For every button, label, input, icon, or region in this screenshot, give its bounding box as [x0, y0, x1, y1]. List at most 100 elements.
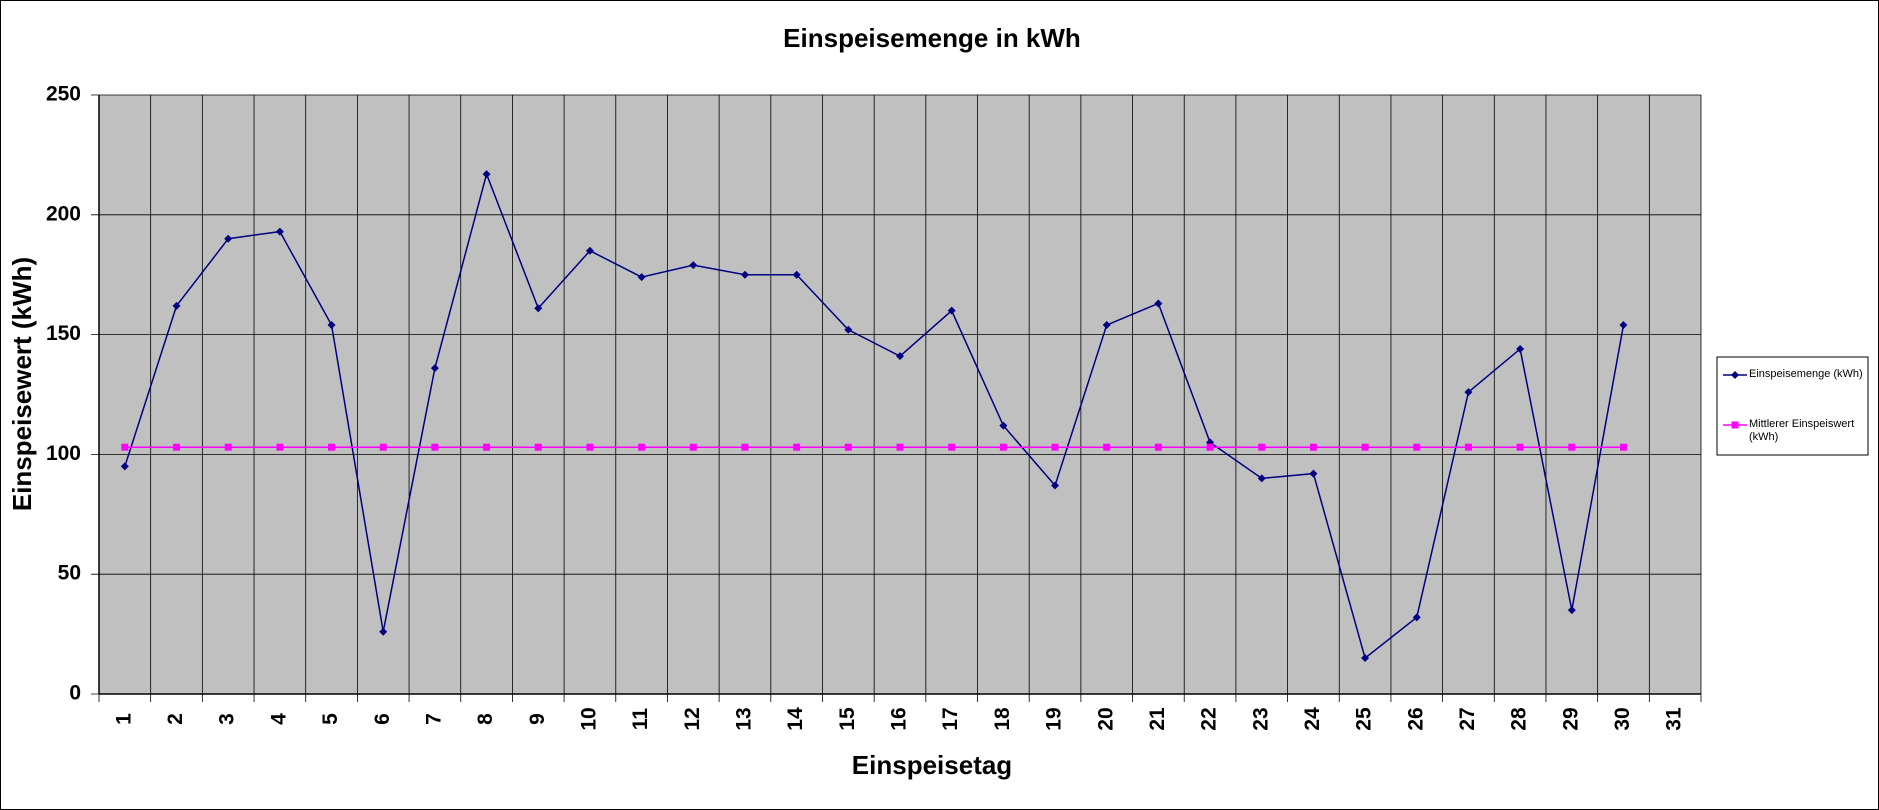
point: [741, 443, 749, 451]
point: [483, 443, 491, 451]
x-tick-label: 14: [784, 707, 807, 731]
point: [1103, 443, 1111, 451]
point: [224, 234, 233, 243]
point: [1361, 654, 1370, 663]
x-axis-label: Einspeisetag: [852, 750, 1012, 780]
point: [585, 246, 594, 255]
plot-area: [99, 95, 1701, 694]
point: [1051, 443, 1059, 451]
x-tick-label: 11: [629, 708, 652, 731]
point: [172, 301, 181, 310]
x-tick-label: 26: [1404, 707, 1427, 730]
x-tick-label: 28: [1508, 707, 1531, 731]
point: [638, 443, 646, 451]
x-tick-label: 17: [939, 707, 962, 730]
x-tick-label: 29: [1559, 707, 1582, 730]
point: [379, 443, 387, 451]
legend-label: Mittlerer Einspeiswert (kWh): [1749, 418, 1855, 443]
x-tick-label: 31: [1663, 707, 1686, 731]
point: [1567, 606, 1576, 615]
x-tick-label: 12: [681, 707, 704, 730]
point: [637, 273, 646, 282]
point: [1309, 443, 1317, 451]
x-tick-label: 2: [164, 713, 187, 725]
point: [327, 321, 336, 330]
y-tick-label: 150: [46, 322, 81, 345]
x-tick-label: 7: [422, 713, 445, 725]
x-tick-label: 10: [577, 707, 600, 730]
point: [844, 443, 852, 451]
point: [1309, 469, 1318, 478]
point: [1619, 321, 1628, 330]
point: [276, 443, 284, 451]
legend-label: Einspeisemenge (kWh): [1749, 368, 1863, 380]
y-tick-label: 50: [58, 562, 81, 585]
legend-box: [1716, 356, 1869, 456]
point: [482, 170, 491, 179]
point: [896, 352, 904, 361]
x-tick-label: 1: [112, 713, 135, 725]
point: [740, 270, 749, 279]
point: [1464, 388, 1473, 397]
legend-entry: Einspeisemenge (kWh): [1749, 368, 1863, 380]
y-axis-label: Einspeisewert (kWh): [7, 257, 37, 511]
point: [173, 443, 181, 451]
legend-marker: [1731, 371, 1739, 379]
x-tick-label: 16: [888, 707, 911, 730]
x-tick-label: 5: [319, 713, 342, 725]
point: [379, 627, 388, 636]
x-tick-label: 4: [267, 713, 290, 725]
x-tick-label: 18: [991, 707, 1014, 731]
x-tick-label: 30: [1611, 707, 1634, 730]
point: [947, 306, 956, 315]
point: [1516, 344, 1525, 353]
x-tick-label: 27: [1456, 707, 1479, 730]
point: [1258, 443, 1266, 451]
x-tick-label: 25: [1353, 707, 1376, 731]
y-tick-label: 250: [46, 83, 81, 106]
point: [328, 443, 336, 451]
point: [1516, 443, 1524, 451]
point: [1361, 443, 1369, 451]
point: [224, 443, 232, 451]
legend-marker: [1731, 421, 1739, 429]
x-tick-label: 23: [1249, 707, 1272, 730]
point: [431, 443, 439, 451]
point: [1464, 443, 1472, 451]
point: [689, 443, 697, 451]
y-tick-label: 100: [46, 442, 81, 465]
x-tick-label: 20: [1094, 707, 1117, 730]
point: [121, 443, 129, 451]
point: [1154, 299, 1163, 308]
y-tick-label: 200: [46, 202, 81, 225]
x-tick-label: 19: [1043, 707, 1066, 730]
point: [844, 325, 853, 334]
x-tick-label: 3: [216, 713, 239, 725]
point: [948, 443, 956, 451]
point: [1413, 443, 1421, 451]
point: [120, 462, 129, 471]
point: [792, 270, 801, 279]
x-tick-label: 22: [1198, 707, 1221, 730]
point: [1257, 474, 1266, 483]
point: [1412, 613, 1421, 622]
point: [430, 364, 439, 373]
point: [1568, 443, 1576, 451]
x-tick-label: 9: [526, 713, 549, 725]
series-line: [124, 171, 1625, 660]
x-tick-label: 13: [733, 707, 756, 730]
x-tick-label: 6: [371, 713, 394, 725]
point: [275, 227, 284, 236]
point: [1619, 443, 1627, 451]
point: [999, 421, 1008, 430]
x-tick-label: 24: [1301, 707, 1324, 731]
legend-entry: Mittlerer Einspeiswert (kWh): [1749, 418, 1855, 443]
point: [586, 443, 594, 451]
y-tick-label: 0: [69, 682, 81, 705]
point: [689, 261, 698, 270]
chart-title: Einspeisemenge in kWh: [783, 23, 1081, 53]
point: [999, 443, 1007, 451]
point: [793, 443, 801, 451]
point: [1051, 481, 1060, 490]
